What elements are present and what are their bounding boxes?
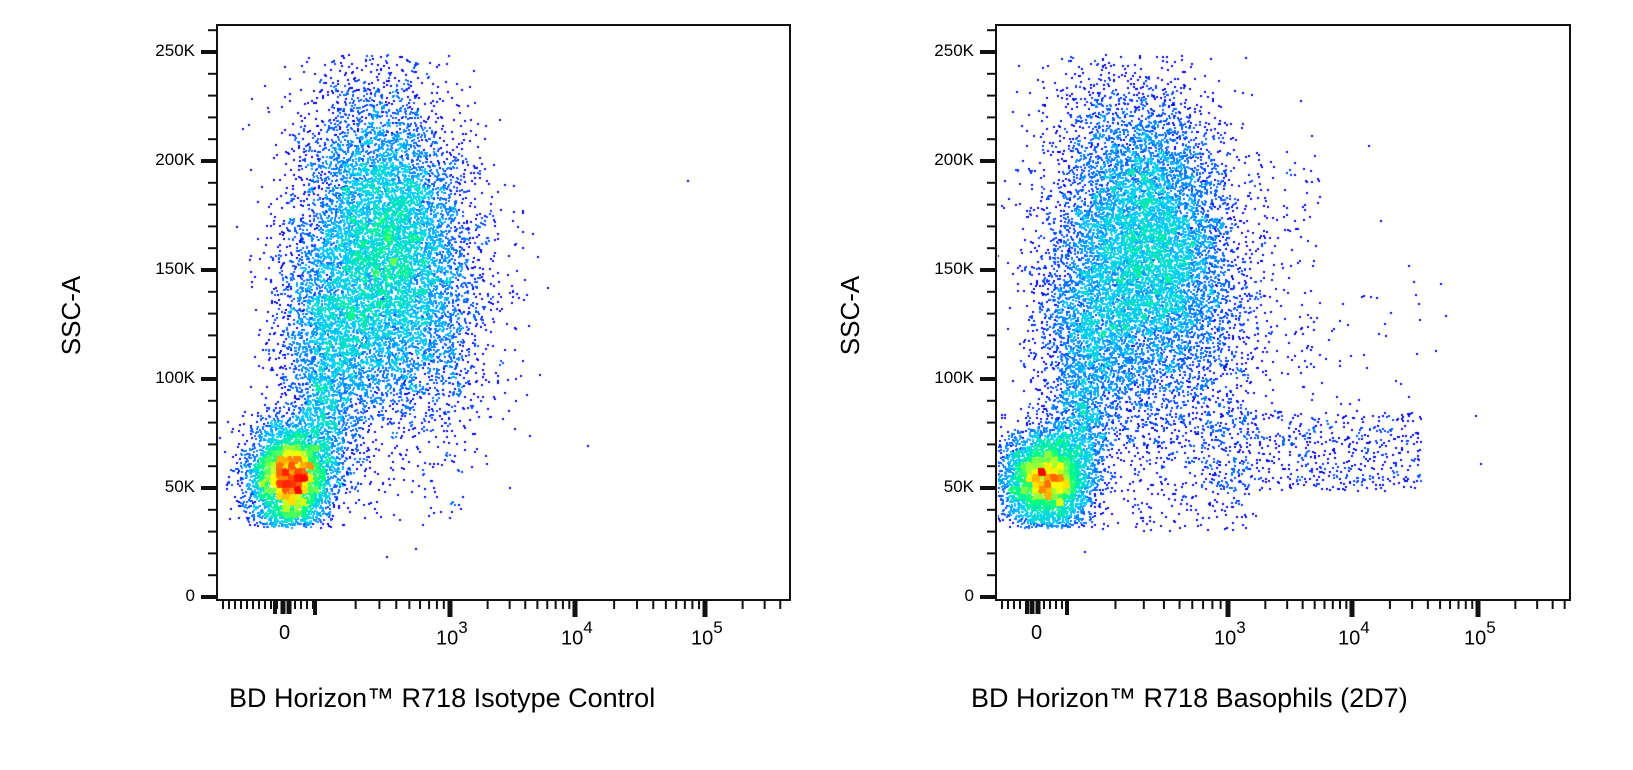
y-tick-label: 100K [155,368,195,387]
y-tick-label: 0 [964,586,974,605]
x-tick-label: 104 [1338,618,1370,650]
x-tick-label: 0 [279,622,291,644]
y-tick-label: 50K [164,477,195,496]
x-tick-label: 105 [1464,618,1496,650]
y-tick-label: 50K [943,477,974,496]
y-tick-label: 200K [155,150,195,169]
x-tick-label: 103 [1214,618,1246,650]
y-tick-label: 250K [934,41,974,60]
y-tick-label: 200K [934,150,974,169]
y-tick-label: 100K [934,368,974,387]
x-tick-label: 105 [691,618,723,650]
y-tick-label: 250K [155,41,195,60]
y-tick-label: 150K [155,259,195,278]
x-tick-label: 103 [436,618,468,650]
x-tick-label: 104 [561,618,593,650]
y-tick-label: 0 [185,586,195,605]
x-tick-label: 0 [1031,622,1043,644]
y-tick-label: 150K [934,259,974,278]
